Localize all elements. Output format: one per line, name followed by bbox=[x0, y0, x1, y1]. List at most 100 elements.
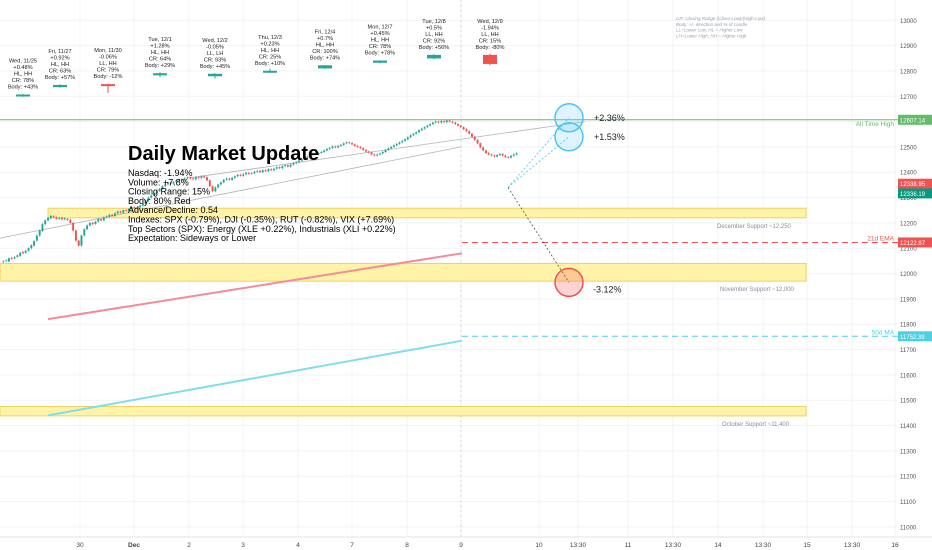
intraday-body bbox=[295, 162, 298, 164]
intraday-body bbox=[342, 143, 345, 145]
daily-candle-stat: +0.23% bbox=[260, 41, 279, 47]
daily-candle-stat: +0.45% bbox=[370, 31, 389, 37]
intraday-body bbox=[72, 222, 75, 231]
intraday-body bbox=[19, 252, 22, 256]
intraday-body bbox=[286, 165, 289, 167]
intraday-body bbox=[510, 155, 513, 158]
support-zone-label: November Support ~12,000 bbox=[720, 287, 795, 293]
intraday-body bbox=[429, 124, 432, 126]
daily-candle-stat: CR: 63% bbox=[49, 68, 71, 74]
x-axis-tick-label: 2 bbox=[187, 542, 191, 549]
intraday-body bbox=[88, 222, 91, 226]
daily-candle-stat: Wed, 12/2 bbox=[202, 38, 227, 44]
intraday-body bbox=[144, 200, 147, 204]
intraday-body bbox=[348, 142, 351, 144]
intraday-body bbox=[392, 145, 395, 147]
intraday-body bbox=[423, 127, 426, 129]
intraday-body bbox=[21, 252, 24, 254]
daily-candle-stat: Body: -80% bbox=[476, 45, 505, 51]
intraday-body bbox=[376, 154, 379, 156]
intraday-body bbox=[473, 136, 476, 140]
price-tag bbox=[898, 331, 932, 342]
intraday-body bbox=[328, 147, 331, 149]
y-axis-tick-label: 12900 bbox=[900, 44, 917, 50]
intraday-body bbox=[289, 164, 292, 167]
x-axis-tick-label: 15 bbox=[803, 542, 811, 549]
x-axis-tick-label: 7 bbox=[350, 542, 354, 549]
intraday-body bbox=[401, 140, 404, 143]
summary-line: Volume: +7.8% bbox=[128, 177, 189, 187]
intraday-body bbox=[298, 160, 301, 163]
intraday-body bbox=[228, 178, 231, 180]
legend-line: LH=Lower High, HH = Higher High bbox=[676, 33, 747, 38]
daily-candle-stat: Body: +10% bbox=[255, 61, 285, 67]
summary-line: Body: 80% Red bbox=[128, 196, 191, 206]
daily-candle-stat: Thu, 12/3 bbox=[258, 35, 282, 41]
intraday-body bbox=[130, 207, 133, 209]
intraday-body bbox=[325, 148, 328, 151]
projection-path bbox=[507, 187, 570, 283]
intraday-body bbox=[314, 153, 317, 155]
intraday-body bbox=[122, 210, 125, 213]
daily-candle-stat: CR: 25% bbox=[259, 54, 281, 60]
intraday-body bbox=[309, 155, 312, 157]
intraday-body bbox=[334, 146, 337, 148]
projection-path bbox=[507, 117, 570, 188]
intraday-body bbox=[359, 146, 362, 149]
intraday-body bbox=[225, 178, 228, 180]
intraday-body bbox=[415, 132, 418, 134]
price-tag-label: 12607.14 bbox=[900, 118, 926, 124]
summary-line: Advance/Decline: 0.54 bbox=[128, 205, 218, 215]
y-axis-tick-label: 11800 bbox=[900, 323, 917, 329]
intraday-body bbox=[345, 142, 348, 144]
intraday-body bbox=[189, 177, 192, 179]
daily-candle-stat: Body: +57% bbox=[45, 75, 75, 81]
intraday-body bbox=[239, 174, 242, 176]
intraday-body bbox=[284, 165, 287, 167]
x-axis-tick-label: 13:30 bbox=[755, 542, 772, 549]
daily-candle-stat: LL, HH bbox=[99, 61, 116, 67]
intraday-body bbox=[490, 154, 493, 156]
price-tag-label: 12338.95 bbox=[900, 182, 926, 188]
daily-candle-stat: CR: 79% bbox=[97, 68, 119, 74]
intraday-body bbox=[150, 195, 153, 198]
x-axis-tick-label: 16 bbox=[891, 542, 899, 549]
level-label: 50d MA bbox=[872, 329, 895, 336]
y-axis-tick-label: 11300 bbox=[900, 449, 917, 455]
intraday-body bbox=[303, 157, 306, 160]
daily-candle-stat: Body: +43% bbox=[8, 85, 38, 91]
intraday-body bbox=[501, 154, 504, 156]
daily-candle-stat: CR: 64% bbox=[149, 57, 171, 63]
y-axis-tick-label: 11700 bbox=[900, 348, 917, 354]
intraday-body bbox=[261, 170, 264, 173]
daily-candle-stat: Body: +56% bbox=[419, 45, 449, 51]
intraday-body bbox=[487, 152, 490, 155]
intraday-body bbox=[192, 178, 195, 180]
intraday-body bbox=[479, 143, 482, 148]
summary-line: Top Sectors (SPX): Energy (XLE +0.22%), … bbox=[128, 224, 396, 234]
intraday-body bbox=[108, 214, 111, 217]
daily-candle-body bbox=[16, 94, 30, 97]
y-axis-tick-label: 11200 bbox=[900, 475, 917, 481]
y-axis-tick-label: 12400 bbox=[900, 171, 917, 177]
projection-label: +2.36% bbox=[594, 113, 625, 123]
intraday-body bbox=[63, 218, 66, 220]
intraday-body bbox=[113, 213, 116, 216]
projection-label: -3.12% bbox=[593, 284, 622, 294]
intraday-body bbox=[247, 172, 250, 174]
intraday-body bbox=[236, 174, 239, 177]
daily-candle-body bbox=[483, 54, 497, 64]
intraday-body bbox=[172, 181, 175, 184]
x-axis-tick-label: Dec bbox=[128, 542, 140, 549]
intraday-body bbox=[245, 172, 248, 175]
intraday-body bbox=[94, 221, 97, 224]
intraday-body bbox=[194, 177, 197, 180]
daily-candle-stat: Body: +78% bbox=[365, 51, 395, 57]
intraday-body bbox=[55, 217, 58, 219]
intraday-body bbox=[91, 222, 94, 224]
